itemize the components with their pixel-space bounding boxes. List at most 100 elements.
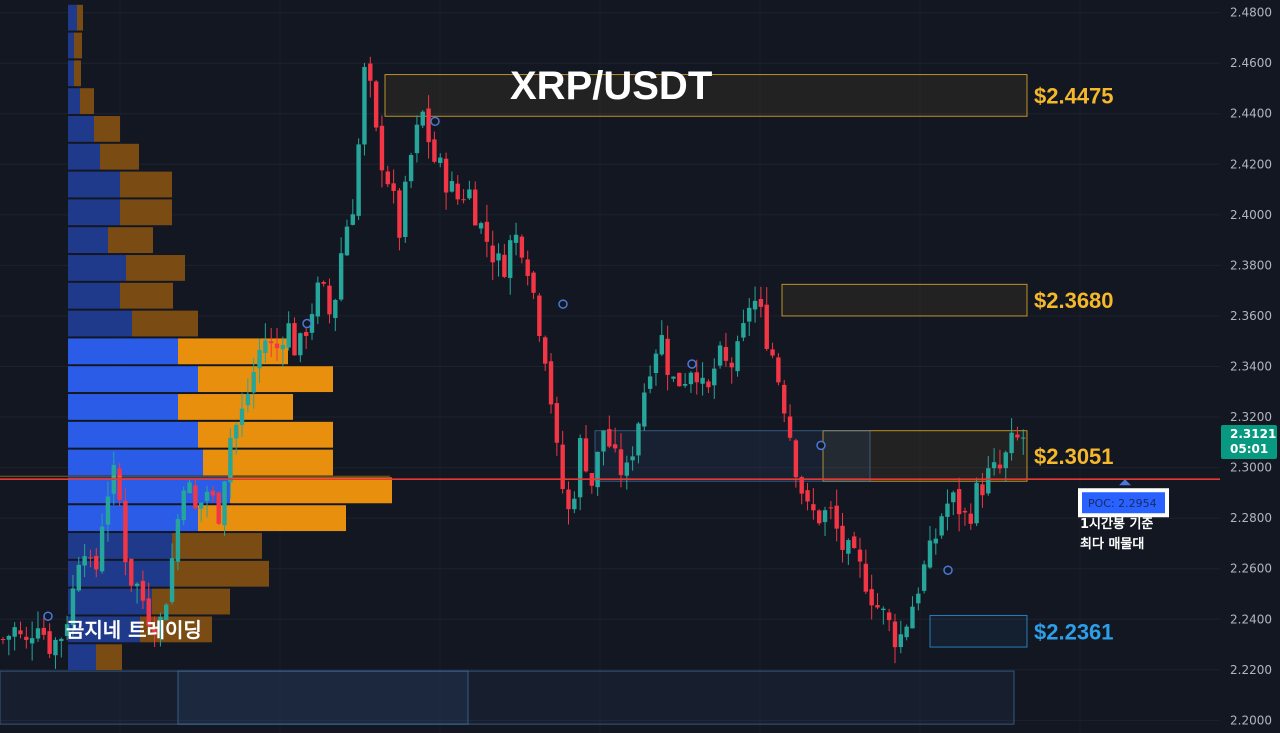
candle-body [298,333,303,356]
candle-body [484,221,490,242]
volume-profile-sell-bar [126,255,185,281]
volume-profile-buy-bar [68,449,203,476]
y-tick-label: 2.2800 [1230,511,1272,525]
candle-body [257,349,262,369]
candle-body [263,340,268,354]
price-zone[interactable] [781,283,1028,317]
candle-body [187,482,192,494]
candle-body [286,323,291,348]
chart-annotations: XRP/USDT 곰지네 트레이딩 1시간봉 기준 최다 매물대 [66,64,1153,642]
poc-label: POC: 2.2954 [1088,497,1157,510]
candle-body [64,624,70,637]
candle-body [642,392,647,427]
candle-body [647,376,653,389]
candle-body [851,536,857,548]
candle-body [321,282,326,284]
y-tick-label: 2.3800 [1230,258,1272,272]
volume-profile-buy-bar [68,255,126,281]
candle-body [682,383,688,386]
candle-body [612,444,618,449]
volume-profile-sell-bar [108,227,153,254]
candle-body [904,626,909,638]
candle-body [193,485,198,509]
candle-body [496,253,501,261]
pivot-marker [816,440,826,451]
lower-range-box-inner [177,670,469,725]
y-tick-label: 2.4600 [1230,56,1272,70]
current-price-tag[interactable] [1221,425,1277,460]
volume-profile-buy-bar [68,88,80,115]
candle-body [59,638,64,642]
candle-body [677,372,682,387]
candle-body [420,111,425,126]
candle-body [449,181,455,192]
candle-body [747,307,752,322]
volume-profile-sell-bar [120,171,172,198]
candle-body [414,124,420,154]
volume-profile-sell-bar [100,143,139,170]
candle-body [1009,432,1014,454]
volume-profile-buy-bar [68,394,178,420]
candle-body [134,583,140,587]
volume-profile-sell-bar [203,449,333,476]
poc-label-box[interactable] [1082,492,1165,514]
candle-body [712,368,717,386]
candle-body [222,481,227,526]
candle-body [403,181,408,237]
volume-profile-sell-bar [74,60,81,87]
volume-profile-buy-bar [68,60,74,87]
candle-body [467,189,472,199]
candle-body [0,639,6,641]
candle-body [204,491,210,501]
price-zones: $2.4475 $2.3680 $2.3051 $2.2361 [0,74,1114,725]
candle-body [869,589,874,606]
poc-pointer [1119,479,1131,486]
candle-body [368,63,373,81]
candle-body [758,298,764,307]
candle-body [274,343,280,349]
volume-profile-sell-bar [172,560,269,587]
candle-body [974,482,979,524]
candle-body [840,525,845,550]
candle-body [123,500,128,563]
volume-profile-sell-bar [198,421,333,448]
candle-body [18,630,23,635]
volume-profile-sell-bar [94,116,120,142]
candle-body [245,394,251,406]
price-zone[interactable] [384,74,1028,117]
candle-body [24,636,29,640]
y-tick-label: 2.2000 [1230,713,1272,727]
candle-body [199,502,204,509]
candle-body [234,424,239,439]
y-tick-label: 2.3400 [1230,360,1272,374]
candle-body [956,489,962,515]
price-zone[interactable] [929,614,1028,648]
price-axis-background [1220,0,1280,733]
candle-body [933,538,938,544]
candle-body [875,605,880,608]
volume-profile-sell-bar [132,310,198,337]
candle-body [525,259,530,276]
candle-body [916,593,921,604]
candle-body [292,323,297,356]
candle-countdown: 05:01 [1230,442,1268,456]
candle-body [817,510,822,524]
poc-line-group: POC: 2.2954 [0,475,1220,518]
candle-body [443,158,449,193]
pivot-marker [302,318,312,329]
candle-body [939,516,944,536]
candle-body [968,513,973,524]
volume-profile-sell-bar [120,282,173,309]
candle-body [624,462,630,476]
chart-title: XRP/USDT [510,64,712,108]
y-tick-label: 2.3200 [1230,410,1272,424]
volume-profile-sell-bar [74,32,82,59]
candle-body [309,314,315,333]
price-zone[interactable] [822,430,1028,482]
candle-body [828,507,834,509]
candle-body [991,462,997,469]
volume-profile-sell-bar [120,199,172,226]
price-axis[interactable]: 2.4800 2.4600 2.4400 2.4200 2.4000 2.3800 2.36… [1220,0,1280,733]
candle-body [572,498,577,510]
